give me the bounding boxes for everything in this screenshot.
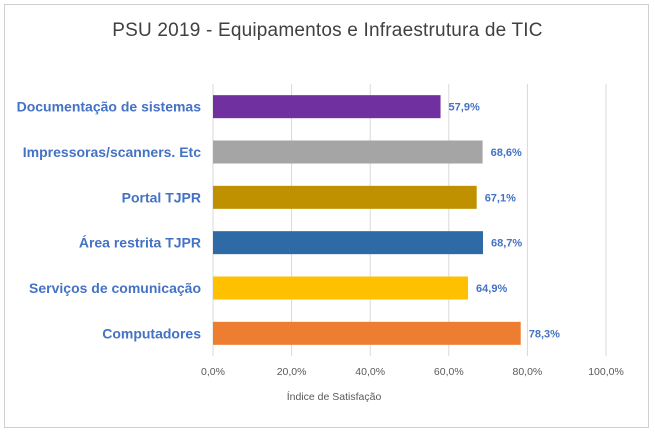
value-label: 78,3% xyxy=(529,328,560,340)
value-label: 67,1% xyxy=(485,192,516,204)
chart-title: PSU 2019 - Equipamentos e Infraestrutura… xyxy=(112,20,543,41)
x-tick-label: 40,0% xyxy=(355,366,385,378)
category-label: Portal TJPR xyxy=(122,189,201,205)
value-label: 68,6% xyxy=(491,147,522,159)
x-tick-label: 20,0% xyxy=(277,366,307,378)
bar xyxy=(213,140,483,164)
bar xyxy=(213,185,477,209)
x-axis-title: Índice de Satisfação xyxy=(287,390,382,403)
x-tick-label: 100,0% xyxy=(588,366,624,378)
bar xyxy=(213,321,521,345)
category-label: Área restrita TJPR xyxy=(79,235,201,251)
x-tick-label: 0,0% xyxy=(201,366,225,378)
category-label: Computadores xyxy=(102,325,201,341)
chart-frame xyxy=(4,4,649,428)
bar xyxy=(213,95,441,119)
value-label: 64,9% xyxy=(476,283,507,295)
category-label: Impressoras/scanners. Etc xyxy=(23,144,201,160)
category-label: Serviços de comunicação xyxy=(29,280,201,296)
category-label: Documentação de sistemas xyxy=(17,99,202,115)
bar xyxy=(213,276,469,300)
bar xyxy=(213,231,483,255)
x-tick-label: 80,0% xyxy=(513,366,543,378)
value-label: 57,9% xyxy=(449,102,480,114)
x-tick-label: 60,0% xyxy=(434,366,464,378)
value-label: 68,7% xyxy=(491,238,522,250)
